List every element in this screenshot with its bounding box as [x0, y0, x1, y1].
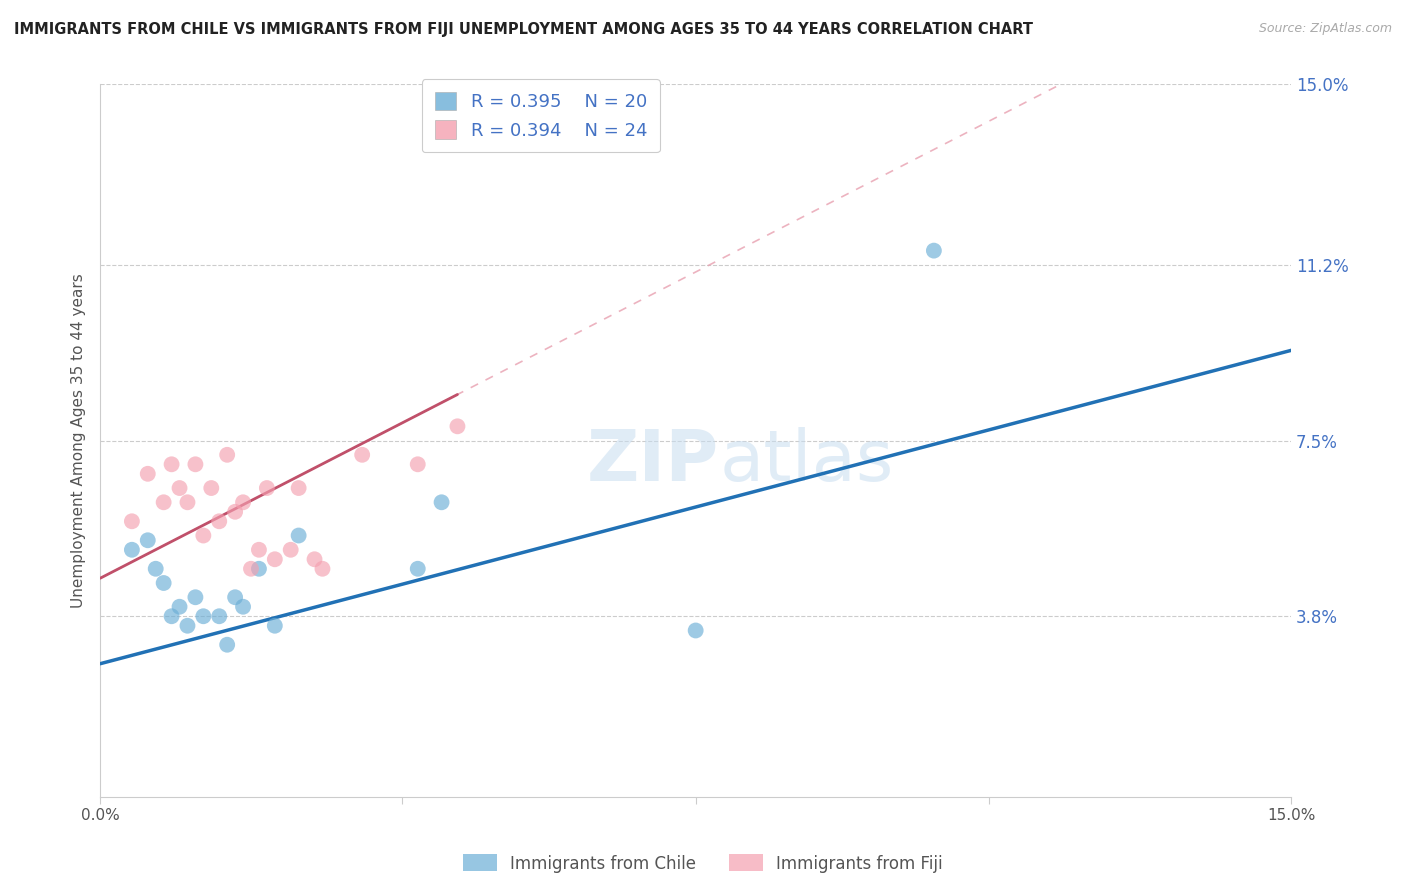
Text: ZIP: ZIP	[588, 427, 720, 497]
Point	[184, 591, 207, 605]
Point	[406, 458, 429, 472]
Point	[217, 638, 239, 652]
Point	[263, 619, 285, 633]
Point	[287, 528, 309, 542]
Legend: Immigrants from Chile, Immigrants from Fiji: Immigrants from Chile, Immigrants from F…	[457, 847, 949, 880]
Point	[176, 619, 198, 633]
Point	[232, 599, 254, 614]
Point	[430, 495, 453, 509]
Point	[193, 528, 215, 542]
Point	[280, 542, 302, 557]
Text: atlas: atlas	[720, 427, 894, 497]
Point	[152, 495, 174, 509]
Point	[121, 514, 143, 528]
Point	[240, 562, 263, 576]
Point	[256, 481, 278, 495]
Text: Source: ZipAtlas.com: Source: ZipAtlas.com	[1258, 22, 1392, 36]
Point	[406, 562, 429, 576]
Point	[922, 244, 945, 258]
Point	[247, 542, 270, 557]
Point	[224, 591, 246, 605]
Point	[160, 609, 183, 624]
Point	[263, 552, 285, 566]
Point	[304, 552, 326, 566]
Point	[160, 458, 183, 472]
Point	[200, 481, 222, 495]
Y-axis label: Unemployment Among Ages 35 to 44 years: Unemployment Among Ages 35 to 44 years	[72, 273, 86, 608]
Point	[152, 576, 174, 591]
Point	[217, 448, 239, 462]
Point	[232, 495, 254, 509]
Point	[136, 467, 159, 481]
Point	[208, 609, 231, 624]
Point	[169, 599, 191, 614]
Point	[176, 495, 198, 509]
Point	[193, 609, 215, 624]
Point	[224, 505, 246, 519]
Point	[685, 624, 707, 638]
Point	[121, 542, 143, 557]
Text: IMMIGRANTS FROM CHILE VS IMMIGRANTS FROM FIJI UNEMPLOYMENT AMONG AGES 35 TO 44 Y: IMMIGRANTS FROM CHILE VS IMMIGRANTS FROM…	[14, 22, 1033, 37]
Point	[311, 562, 333, 576]
Legend: R = 0.395    N = 20, R = 0.394    N = 24: R = 0.395 N = 20, R = 0.394 N = 24	[422, 79, 659, 153]
Point	[184, 458, 207, 472]
Point	[145, 562, 167, 576]
Point	[136, 533, 159, 548]
Point	[287, 481, 309, 495]
Point	[446, 419, 468, 434]
Point	[247, 562, 270, 576]
Point	[208, 514, 231, 528]
Point	[169, 481, 191, 495]
Point	[352, 448, 374, 462]
